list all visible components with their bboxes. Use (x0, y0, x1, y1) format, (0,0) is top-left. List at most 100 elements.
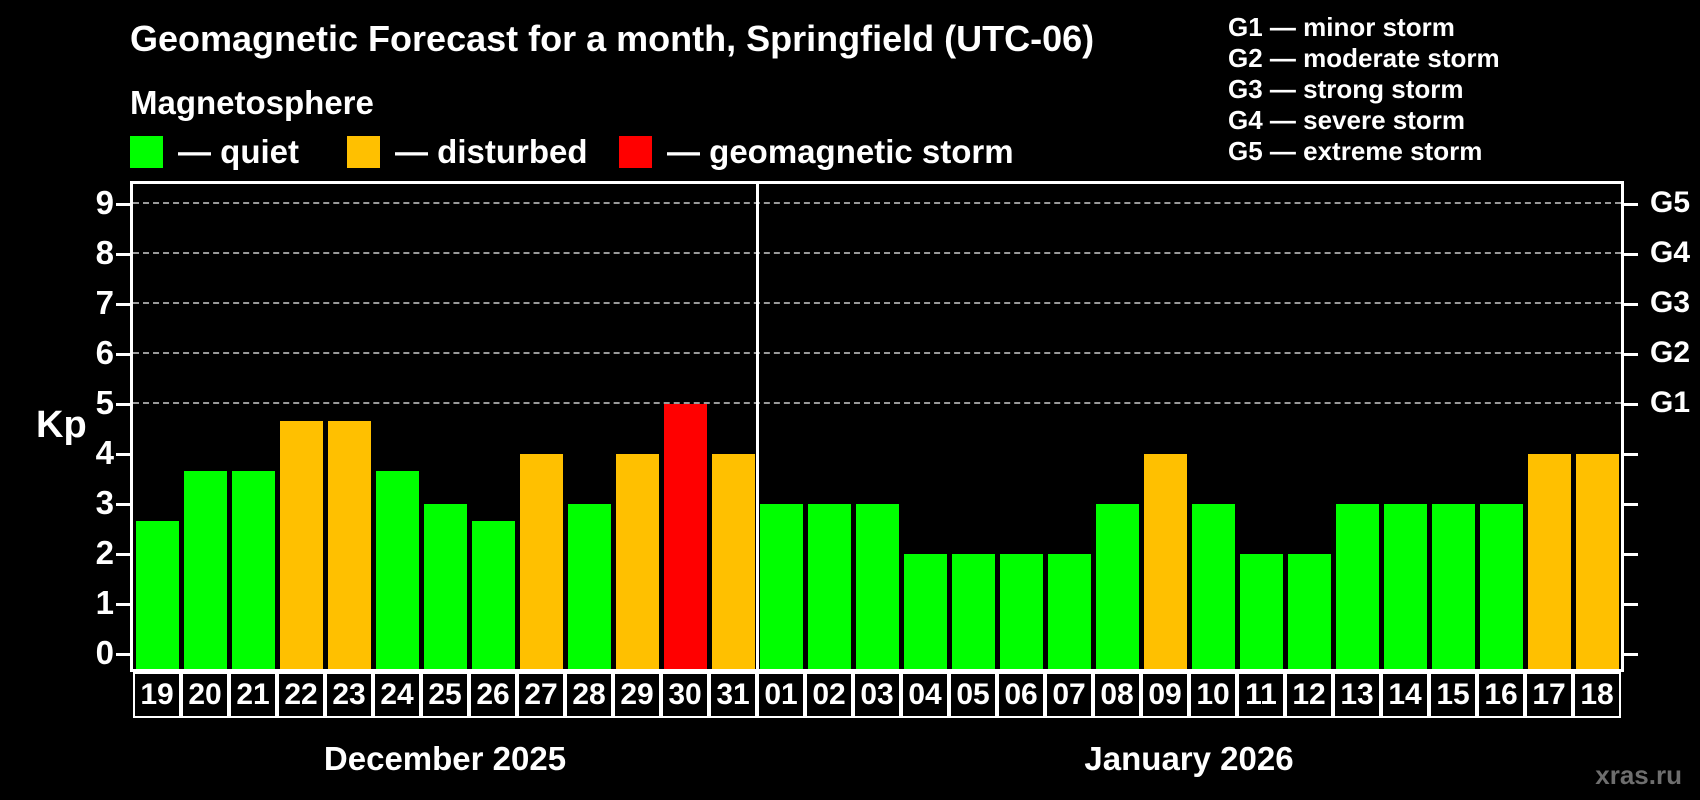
day-cell-18: 18 (1573, 672, 1621, 718)
plot-area (130, 181, 1624, 672)
storm-color-swatch-icon (619, 136, 652, 168)
y-tick-left-5 (116, 402, 130, 406)
y-tick-label-6: 6 (95, 334, 114, 371)
month-label-january: January 2026 (1084, 740, 1294, 777)
kp-bar-24 (375, 470, 419, 669)
kp-bar-04 (903, 554, 947, 669)
disturbed-color-swatch-icon (347, 136, 380, 168)
kp-bar-07 (1047, 554, 1091, 669)
watermark: xras.ru (1595, 760, 1682, 790)
day-cell-20: 20 (181, 672, 229, 718)
kp-bar-01 (759, 504, 803, 669)
kp-bar-28 (567, 504, 611, 669)
y-tick-left-7 (116, 302, 130, 306)
y-tick-right-1 (1624, 602, 1638, 606)
kp-bar-22 (279, 420, 323, 669)
g-legend-line-5: G5 — extreme storm (1228, 136, 1483, 166)
y-tick-left-8 (116, 252, 130, 256)
y-tick-right-7 (1624, 302, 1638, 306)
y-tick-label-9: 9 (95, 184, 114, 221)
day-cell-08: 08 (1093, 672, 1141, 718)
y-tick-right-5 (1624, 402, 1638, 406)
g-legend-line-2: G2 — moderate storm (1228, 43, 1500, 73)
kp-bar-19 (135, 520, 179, 669)
gridline-kp6 (133, 352, 1621, 354)
g-level-label-G1: G1 (1650, 386, 1691, 419)
day-cell-10: 10 (1189, 672, 1237, 718)
kp-bar-21 (231, 470, 275, 669)
day-cell-13: 13 (1333, 672, 1381, 718)
kp-bar-31 (711, 454, 755, 669)
y-tick-label-3: 3 (95, 484, 114, 521)
y-tick-label-0: 0 (95, 634, 114, 671)
day-cell-14: 14 (1381, 672, 1429, 718)
day-cell-06: 06 (997, 672, 1045, 718)
legend-item-quiet: — quiet (130, 133, 299, 171)
y-tick-right-6 (1624, 352, 1638, 356)
day-cell-05: 05 (949, 672, 997, 718)
day-cell-25: 25 (421, 672, 469, 718)
legend-label-quiet: — quiet (178, 133, 299, 170)
day-cell-17: 17 (1525, 672, 1573, 718)
day-cell-28: 28 (565, 672, 613, 718)
page-title: Geomagnetic Forecast for a month, Spring… (130, 18, 1095, 59)
kp-bar-16 (1479, 504, 1523, 669)
g-scale-legend: G1 — minor storm G2 — moderate storm G3 — … (1228, 12, 1500, 167)
y-tick-label-1: 1 (95, 584, 114, 621)
day-cell-02: 02 (805, 672, 853, 718)
y-tick-right-8 (1624, 252, 1638, 256)
day-cell-26: 26 (469, 672, 517, 718)
legend-label-disturbed: — disturbed (395, 133, 588, 170)
kp-bar-05 (951, 554, 995, 669)
kp-bar-20 (183, 470, 227, 669)
y-tick-left-2 (116, 552, 130, 556)
y-tick-right-0 (1624, 652, 1638, 656)
legend-label-storm: — geomagnetic storm (667, 133, 1014, 170)
status-legend: — quiet — disturbed — geomagnetic storm (130, 133, 1030, 170)
kp-bar-30 (663, 404, 707, 669)
day-cell-03: 03 (853, 672, 901, 718)
kp-bar-27 (519, 454, 563, 669)
kp-bar-06 (999, 554, 1043, 669)
day-cell-15: 15 (1429, 672, 1477, 718)
day-cell-29: 29 (613, 672, 661, 718)
day-cell-27: 27 (517, 672, 565, 718)
quiet-color-swatch-icon (130, 136, 163, 168)
y-tick-left-3 (116, 502, 130, 506)
day-cell-09: 09 (1141, 672, 1189, 718)
kp-bar-25 (423, 504, 467, 669)
y-tick-right-4 (1624, 452, 1638, 456)
y-tick-left-9 (116, 202, 130, 206)
legend-item-disturbed: — disturbed (347, 133, 588, 171)
y-tick-label-2: 2 (95, 534, 114, 571)
day-cell-22: 22 (277, 672, 325, 718)
g-level-label-G2: G2 (1650, 336, 1691, 369)
day-cell-16: 16 (1477, 672, 1525, 718)
day-cell-19: 19 (133, 672, 181, 718)
gridline-kp8 (133, 252, 1621, 254)
day-cell-01: 01 (757, 672, 805, 718)
kp-bar-18 (1575, 454, 1619, 669)
y-tick-right-2 (1624, 552, 1638, 556)
day-cell-21: 21 (229, 672, 277, 718)
day-cell-04: 04 (901, 672, 949, 718)
y-tick-right-3 (1624, 502, 1638, 506)
kp-bar-09 (1143, 454, 1187, 669)
month-divider (755, 184, 759, 669)
g-level-label-G3: G3 (1650, 286, 1691, 319)
legend-item-storm: — geomagnetic storm (619, 133, 1014, 171)
g-legend-line-3: G3 — strong storm (1228, 74, 1464, 104)
kp-bar-14 (1383, 504, 1427, 669)
kp-bar-02 (807, 504, 851, 669)
day-cell-12: 12 (1285, 672, 1333, 718)
day-axis-row: 19 20 21 22 23 24 25 26 27 28 29 30 31 01 02 03 04 05 06 07… (133, 672, 1621, 718)
kp-bar-29 (615, 454, 659, 669)
y-tick-right-9 (1624, 202, 1638, 206)
day-cell-30: 30 (661, 672, 709, 718)
kp-bar-10 (1191, 504, 1235, 669)
kp-bar-08 (1095, 504, 1139, 669)
day-cell-23: 23 (325, 672, 373, 718)
day-cell-11: 11 (1237, 672, 1285, 718)
day-cell-24: 24 (373, 672, 421, 718)
